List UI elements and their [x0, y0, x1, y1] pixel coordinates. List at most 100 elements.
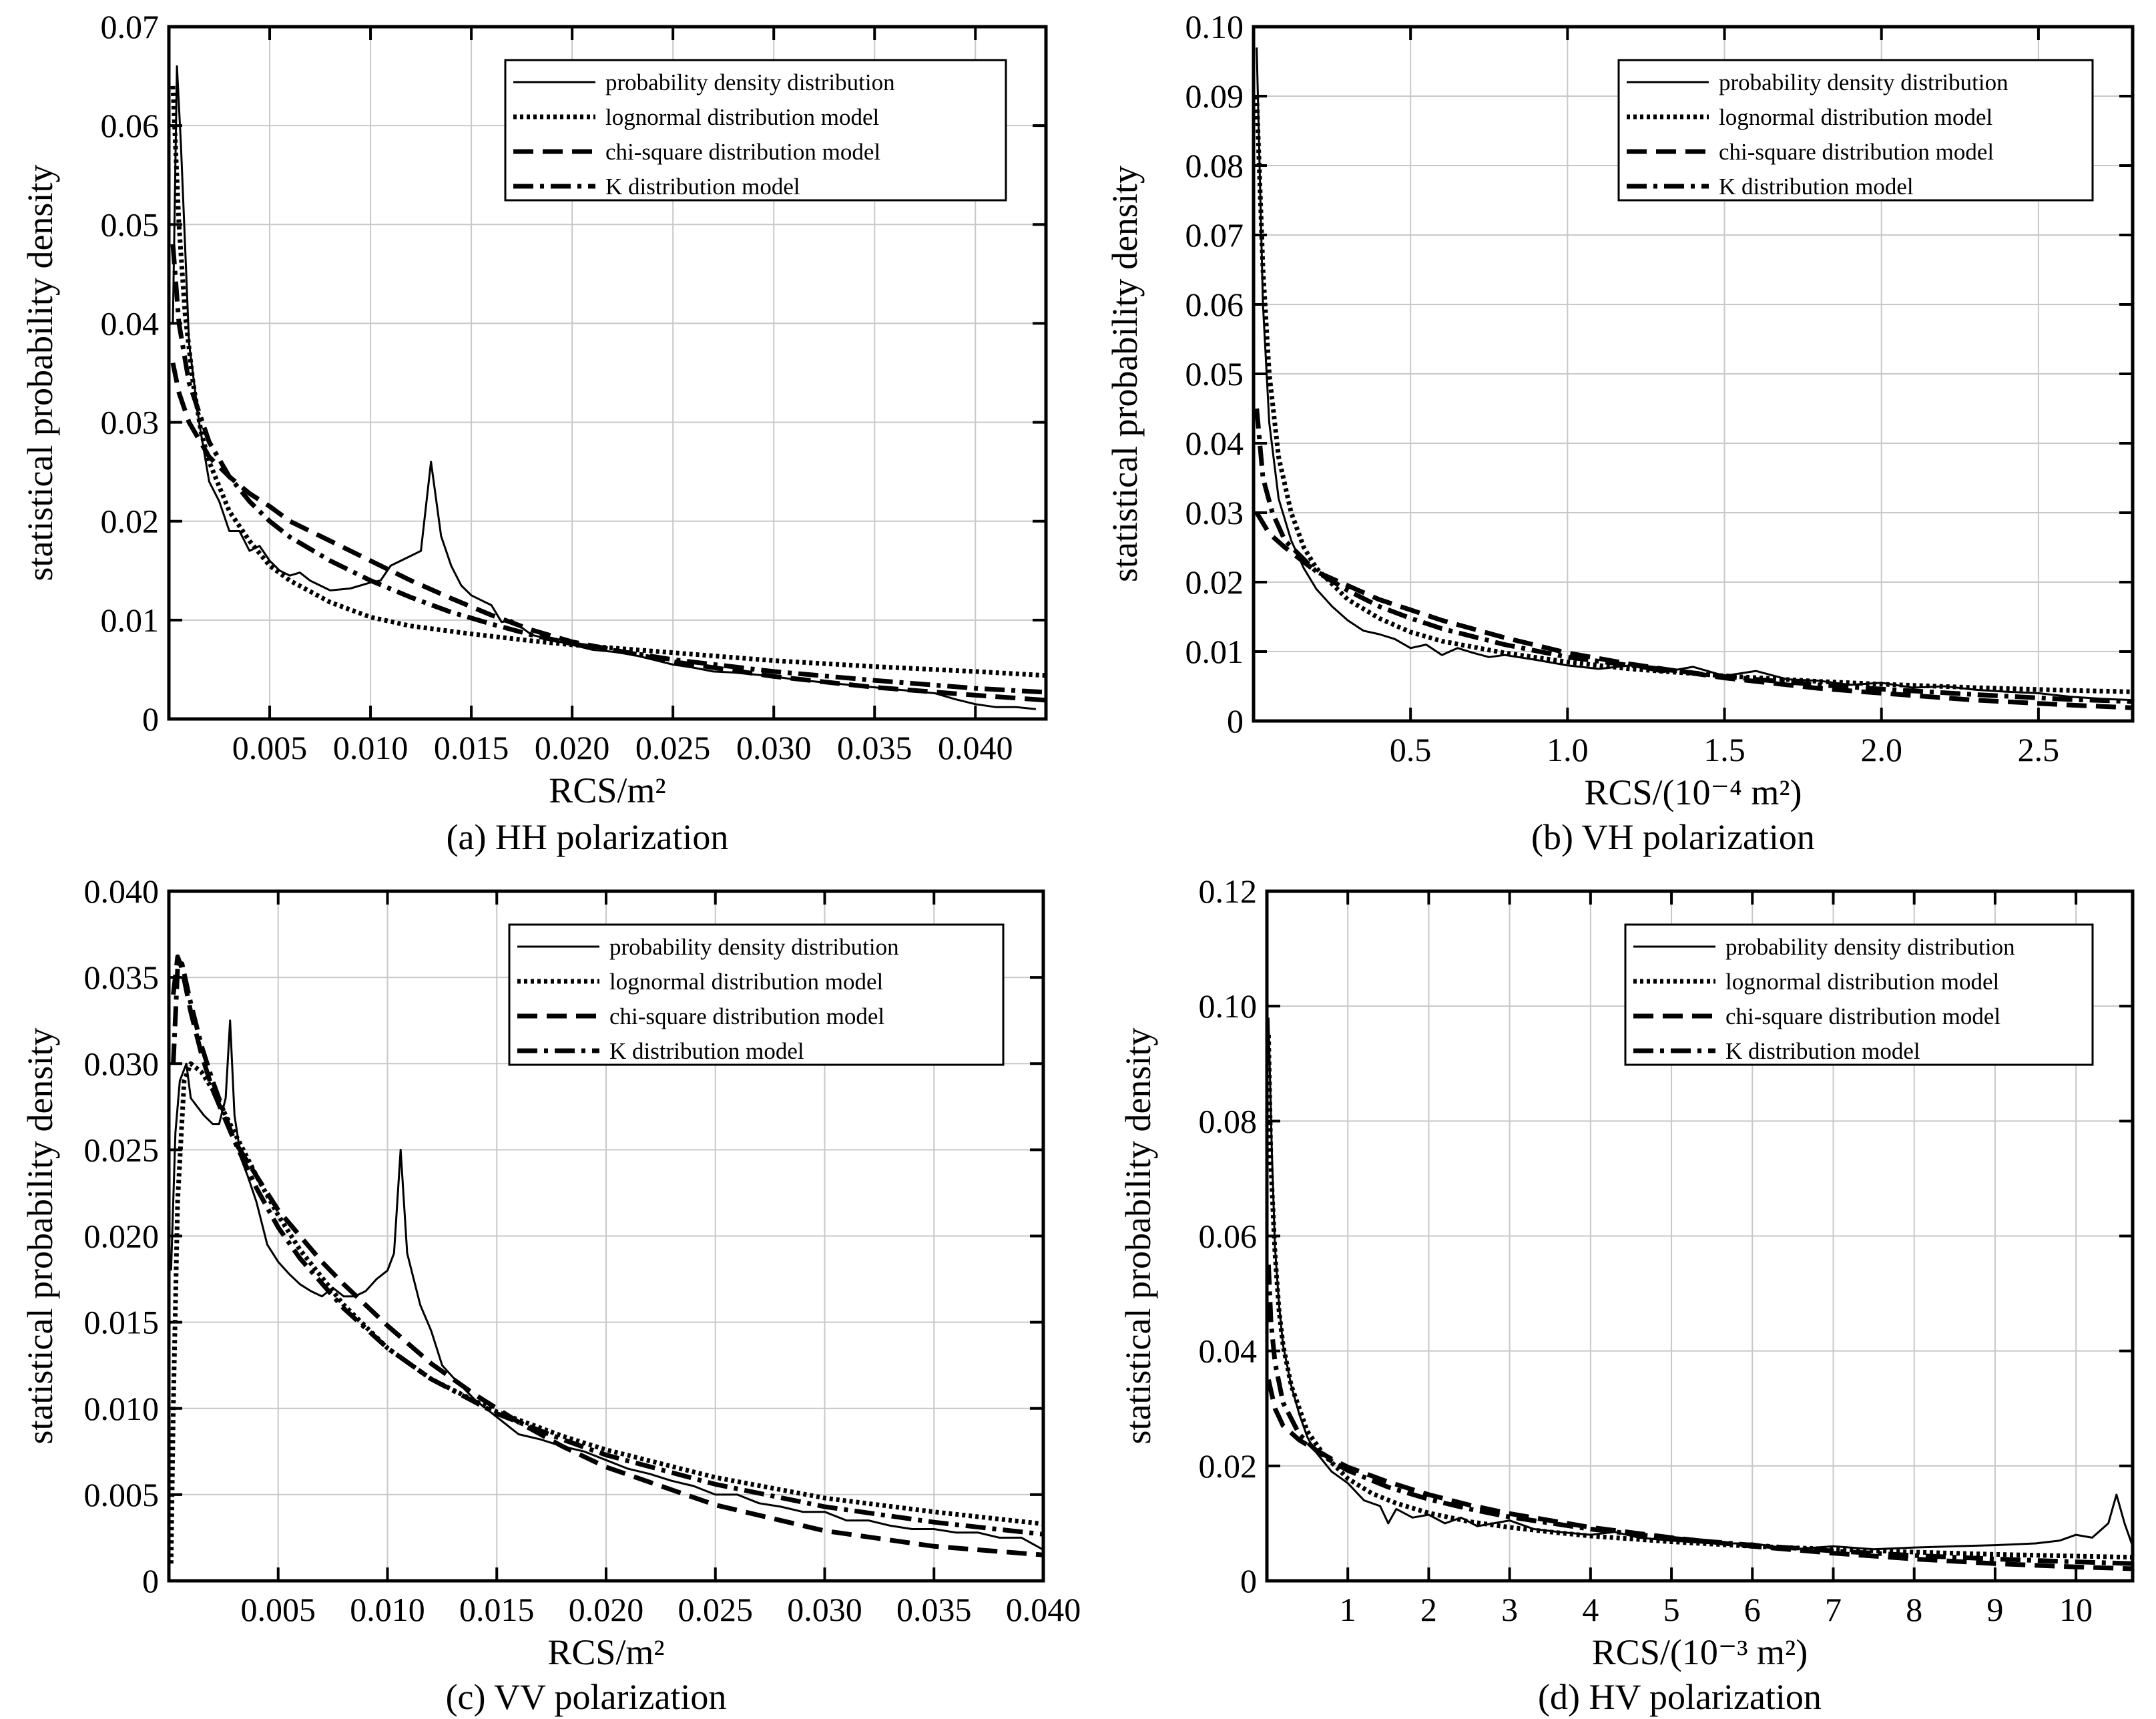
y-tick-label: 0: [142, 700, 159, 738]
legend-box: [1624, 923, 2094, 1066]
y-tick-label: 0.04: [1185, 425, 1244, 462]
series-line-dashdot: [1254, 408, 2133, 704]
legend-box: [504, 59, 1007, 202]
series-line-dotted: [1267, 1035, 2133, 1560]
x-axis-title: RCS/m²: [547, 1632, 664, 1672]
y-tick-label: 0.08: [1199, 1102, 1258, 1140]
legend-label: probability density distribution: [605, 69, 895, 95]
legend: probability density distribution lognorma…: [504, 59, 1007, 202]
legend-box: [1617, 59, 2094, 202]
y-tick-label: 0.03: [101, 404, 160, 441]
x-tick-label: 0.030: [736, 729, 812, 766]
x-tick-label: 0.005: [241, 1591, 316, 1628]
series-line-solid: [1267, 1017, 2133, 1551]
y-tick-label: 0.05: [1185, 355, 1244, 393]
x-tick-label: 0.040: [1006, 1591, 1081, 1628]
y-axis-title: statistical probability density: [20, 1028, 60, 1445]
y-tick-label: 0.06: [101, 107, 160, 144]
plot-frame: [1265, 889, 2135, 1583]
x-tick-label: 0.015: [434, 729, 509, 766]
legend-label: K distribution model: [1719, 174, 1914, 200]
y-tick-label: 0.08: [1185, 147, 1244, 184]
y-tick-label: 0.04: [101, 304, 160, 342]
legend: probability density distribution lognorma…: [508, 923, 1005, 1066]
legend-label: lognormal distribution model: [1725, 969, 2000, 995]
y-tick-label: 0.05: [101, 206, 160, 243]
y-tick-label: 0.010: [84, 1390, 160, 1427]
x-tick-label: 0.025: [635, 729, 711, 766]
x-tick-label: 0.035: [837, 729, 912, 766]
y-tick-label: 0.10: [1199, 987, 1258, 1025]
series-group: [1254, 47, 2133, 710]
legend-label: chi-square distribution model: [1719, 139, 1994, 165]
series-line-dashdot: [1267, 1264, 2133, 1566]
series-group: [170, 65, 1046, 710]
x-tick-label: 0.040: [938, 729, 1013, 766]
y-tick-label: 0.06: [1199, 1218, 1258, 1255]
series-line-dashed: [1267, 1379, 2133, 1571]
legend-label: lognormal distribution model: [609, 969, 884, 995]
x-tick-label: 0.005: [232, 729, 308, 766]
y-tick-label: 0.02: [1185, 563, 1244, 601]
legend-label: chi-square distribution model: [1725, 1003, 2000, 1029]
x-tick-label: 9: [1986, 1591, 2003, 1628]
x-tick-label: 1: [1340, 1591, 1356, 1628]
legend: probability density distribution lognorma…: [1624, 923, 2094, 1066]
y-tick-label: 0: [1227, 702, 1244, 740]
x-tick-label: 0.015: [459, 1591, 535, 1628]
legend-label: lognormal distribution model: [605, 104, 880, 130]
y-tick-label: 0.015: [84, 1304, 160, 1341]
series-line-dashdot: [171, 961, 1043, 1537]
legend-label: probability density distribution: [609, 934, 899, 960]
y-tick-label: 0: [142, 1562, 159, 1600]
plot-frame: [1252, 25, 2135, 723]
x-tick-label: 0.010: [333, 729, 409, 766]
y-tick-label: 0.12: [1199, 873, 1258, 910]
panel-hv: 1 2 3 4 5 6 7 8 9 10 0 0.02 0.04 0.06 0.08 0.10 0.12 RCS/…: [1118, 873, 2135, 1717]
x-tick-label: 5: [1663, 1591, 1680, 1628]
y-tick-label: 0.040: [84, 873, 160, 910]
legend-label: K distribution model: [605, 174, 800, 200]
panel-caption: (b) VH polarization: [1531, 817, 1815, 857]
x-tick-label: 0.010: [350, 1591, 425, 1628]
x-tick-label: 1.5: [1703, 731, 1745, 768]
y-axis-title: statistical probability density: [1105, 166, 1145, 582]
y-tick-label: 0.02: [101, 503, 160, 540]
y-tick-label: 0.01: [101, 601, 160, 639]
y-tick-label: 0.025: [84, 1131, 160, 1168]
x-tick-label: 0.025: [678, 1591, 754, 1628]
y-tick-label: 0.01: [1185, 633, 1244, 670]
series-group: [1267, 1017, 2133, 1571]
plot-frame: [167, 889, 1045, 1583]
plot-frame: [167, 25, 1048, 721]
x-tick-label: 0.030: [787, 1591, 862, 1628]
x-tick-label: 2.0: [1860, 731, 1902, 768]
y-tick-label: 0.07: [101, 8, 160, 45]
y-tick-label: 0.09: [1185, 77, 1244, 115]
y-axis-title: statistical probability density: [1118, 1028, 1158, 1445]
x-axis-title: RCS/m²: [549, 770, 665, 810]
y-tick-label: 0.005: [84, 1476, 160, 1513]
x-tick-label: 2.5: [2018, 731, 2060, 768]
x-tick-label: 3: [1501, 1591, 1518, 1628]
series-group: [169, 954, 1043, 1564]
y-tick-label: 0.07: [1185, 216, 1244, 254]
legend-label: probability density distribution: [1719, 69, 2008, 95]
x-tick-label: 1.0: [1547, 731, 1589, 768]
series-line-dashed: [170, 362, 1046, 703]
y-tick-label: 0: [1240, 1562, 1257, 1600]
x-tick-label: 8: [1906, 1591, 1922, 1628]
series-line-dotted: [169, 1061, 1043, 1564]
x-tick-label: 6: [1744, 1591, 1761, 1628]
x-tick-label: 4: [1582, 1591, 1599, 1628]
series-line-dashdot: [170, 244, 1046, 695]
legend-label: chi-square distribution model: [605, 139, 880, 165]
y-tick-label: 0.06: [1185, 286, 1244, 323]
legend-label: probability density distribution: [1725, 934, 2015, 960]
panel-caption: (a) HH polarization: [447, 817, 729, 857]
x-axis-title: RCS/(10⁻³ m²): [1592, 1632, 1808, 1672]
legend-label: K distribution model: [1725, 1038, 1920, 1064]
x-tick-label: 7: [1825, 1591, 1842, 1628]
series-line-solid: [170, 1019, 1043, 1551]
